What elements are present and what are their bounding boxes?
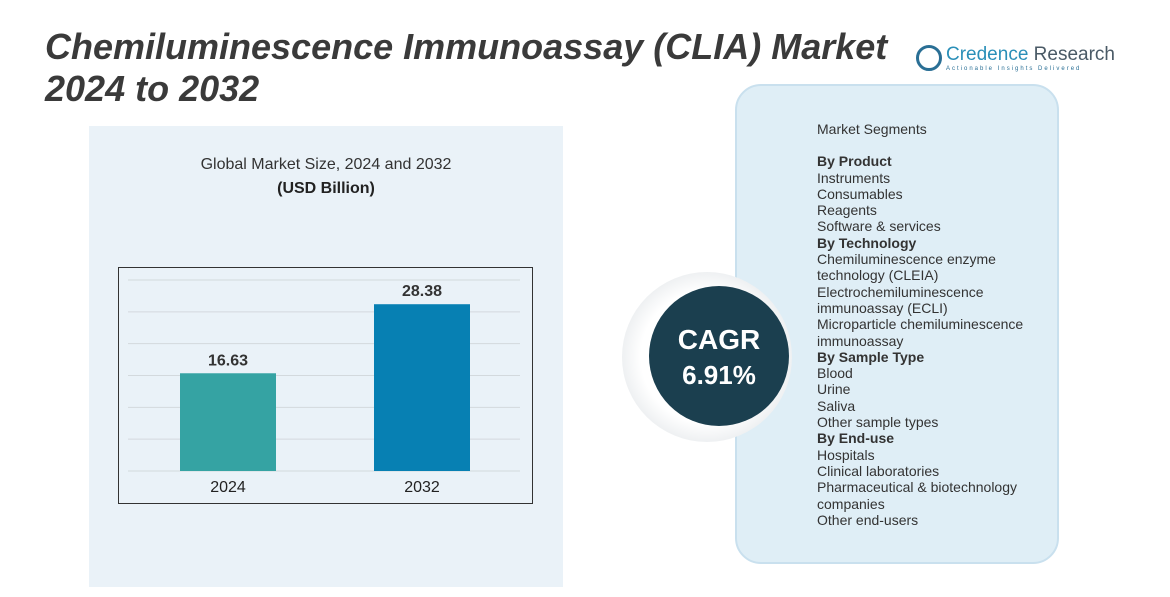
segment-item: Other end-users [817,511,919,528]
bar-2024 [180,373,276,471]
segment-item: Hospitals [817,446,875,463]
bar-2032 [374,304,470,471]
segments-list: Market Segments By Product Instruments Con… [817,121,1052,528]
title-line-1: Chemiluminescence Immunoassay (CLIA) Mar… [45,26,888,67]
segment-heading: By Technology [817,234,917,251]
segment-item: Reagents [817,202,877,219]
segment-item: Chemiluminescence enzyme technology (CLE… [817,251,996,284]
credence-research-logo: Credence Research Actionable Insights De… [916,44,1115,72]
logo-name: Credence [946,44,1029,65]
segment-item: Other sample types [817,414,939,431]
data-label: 28.38 [402,283,442,300]
segment-item: Instruments [817,169,891,186]
chart-unit: (USD Billion) [277,180,375,197]
cagr-label: CAGR [677,324,761,355]
data-label: 16.63 [208,352,248,369]
page-title: Chemiluminescence Immunoassay (CLIA) Mar… [45,26,887,110]
segment-item: Consumables [817,185,903,202]
chart-panel: Global Market Size, 2024 and 2032 (USD B… [89,126,563,587]
segment-heading: By Product [817,153,892,170]
x-tick-label: 2024 [210,479,246,496]
logo-tagline: Actionable Insights Delivered [946,66,1082,72]
segment-item: Microparticle chemiluminescence immunoas… [817,316,1024,349]
x-tick-label: 2032 [404,479,440,496]
segment-heading: By End-use [817,430,895,447]
chart-frame [118,267,533,504]
segment-item: Clinical laboratories [817,462,940,479]
segment-item: Saliva [817,397,856,414]
segments-title: Market Segments [817,121,927,137]
segment-item: Electrochemiluminescence immunoassay (EC… [817,283,984,316]
title-line-2: 2024 to 2032 [45,68,260,109]
segment-item: Pharmaceutical & biotechnology companies [817,479,1018,512]
segment-item: Software & services [817,218,941,235]
logo-chart-icon [916,45,942,71]
segments-panel [735,84,1059,564]
segment-item: Blood [817,365,853,382]
segment-item: Urine [817,381,851,398]
segment-heading: By Sample Type [817,348,925,365]
cagr-value: 6.91% [682,360,756,390]
bar-chart: 16.63 2024 28.38 2032 [118,267,533,504]
chart-title: Global Market Size, 2024 and 2032 [200,156,452,173]
logo-name-2: Research [1033,44,1115,65]
cagr-badge: CAGR 6.91% [649,286,789,426]
